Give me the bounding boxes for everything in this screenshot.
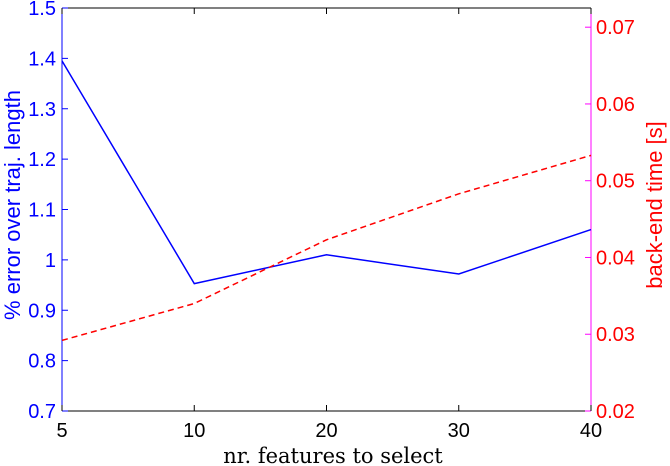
- left-tick-label: 0.9: [28, 300, 56, 322]
- left-tick-label: 1.4: [28, 48, 56, 70]
- left-axis-label: % error over traj. length: [0, 90, 25, 320]
- x-axis-label: nr. features to select: [223, 444, 443, 466]
- x-tick-label: 30: [448, 420, 470, 442]
- x-axis-ticks: 5 10 20 30 40: [56, 8, 602, 442]
- x-tick-label: 10: [183, 420, 205, 442]
- right-tick-label: 0.04: [596, 247, 635, 269]
- x-tick-label: 20: [315, 420, 337, 442]
- right-axis-label: back-end time [s]: [642, 121, 667, 289]
- right-axis-ticks: 0.02 0.03 0.04 0.05 0.06 0.07: [585, 17, 635, 423]
- left-axis-ticks: 0.7 0.8 0.9 1 1.1 1.2 1.3 1.4 1.5: [28, 0, 68, 423]
- right-tick-label: 0.02: [596, 401, 635, 423]
- left-tick-label: 1.1: [28, 200, 56, 222]
- backend-time-series-line: [61, 154, 592, 342]
- left-tick-label: 1.5: [28, 0, 56, 20]
- right-tick-label: 0.06: [596, 94, 635, 116]
- axes: [61, 7, 592, 412]
- left-tick-label: 0.7: [28, 401, 56, 423]
- right-tick-label: 0.03: [596, 324, 635, 346]
- left-tick-label: 1: [45, 250, 56, 272]
- x-tick-label: 5: [56, 420, 67, 442]
- series-layer: [61, 60, 592, 342]
- error-series-line: [61, 60, 592, 285]
- right-tick-label: 0.05: [596, 171, 635, 193]
- left-tick-label: 0.8: [28, 351, 56, 373]
- left-tick-label: 1.3: [28, 99, 56, 121]
- right-tick-label: 0.07: [596, 17, 635, 39]
- left-tick-label: 1.2: [28, 149, 56, 171]
- x-tick-label: 40: [580, 420, 602, 442]
